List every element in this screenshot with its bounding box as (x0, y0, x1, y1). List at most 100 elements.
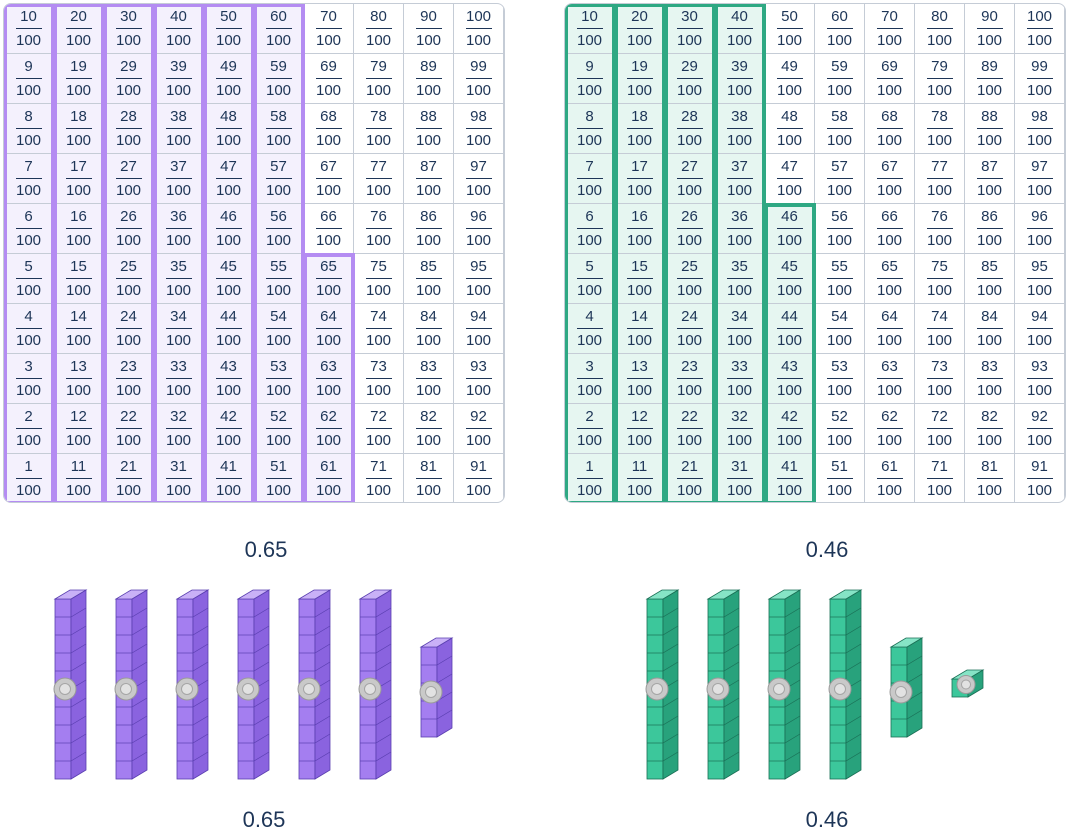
fraction-numerator: 94 (1031, 307, 1048, 325)
grid-cell: 68 100 (865, 104, 915, 154)
grid-cell: 19 100 (615, 54, 665, 104)
fraction-bar (365, 477, 392, 480)
fraction-denominator: 100 (215, 282, 242, 300)
fraction-bar (976, 127, 1003, 130)
fraction-bar (215, 427, 242, 430)
fraction-numerator: 85 (981, 257, 998, 275)
fraction-numerator: 84 (981, 307, 998, 325)
fraction-bar (576, 277, 603, 280)
grid-cell: 6 100 (4, 204, 54, 254)
fraction-denominator: 100 (465, 382, 492, 400)
grid-cell: 25 100 (104, 254, 154, 304)
grid-cell: 92 100 (454, 404, 504, 454)
fraction-numerator: 77 (370, 157, 387, 175)
fraction-denominator: 100 (415, 482, 442, 500)
fraction-bar (576, 327, 603, 330)
grid-cell: 39 100 (154, 54, 204, 104)
fraction-denominator: 100 (826, 132, 853, 150)
fraction-bar (926, 227, 953, 230)
grid-cell: 100 100 (1015, 4, 1065, 54)
grid-cell: 62 100 (865, 404, 915, 454)
fraction-numerator: 61 (320, 457, 337, 475)
fraction-bar (165, 77, 192, 80)
fraction-numerator: 11 (631, 457, 648, 475)
fraction-denominator: 100 (115, 482, 142, 500)
fraction-numerator: 23 (681, 357, 698, 375)
fraction-denominator: 100 (65, 332, 92, 350)
grid-cell: 39 100 (715, 54, 765, 104)
fraction-numerator: 55 (831, 257, 848, 275)
fraction-numerator: 2 (585, 407, 594, 425)
fraction-bar (926, 177, 953, 180)
grid-cell: 17 100 (615, 154, 665, 204)
fraction-numerator: 95 (470, 257, 487, 275)
blocks-decimal-label-right: 0.46 (805, 807, 849, 832)
fraction-denominator: 100 (165, 282, 192, 300)
fraction-bar (365, 377, 392, 380)
fraction-numerator: 93 (1031, 357, 1048, 375)
fraction-numerator: 67 (320, 157, 337, 175)
fraction-bar (776, 277, 803, 280)
fraction-bar (115, 177, 142, 180)
fraction-bar (926, 377, 953, 380)
fraction-bar (626, 377, 653, 380)
fraction-bar (365, 27, 392, 30)
fraction-denominator: 100 (676, 332, 703, 350)
fraction-denominator: 100 (726, 182, 753, 200)
grid-cell: 27 100 (665, 154, 715, 204)
fraction-denominator: 100 (876, 82, 903, 100)
blocks-decimal-label-left: 0.65 (242, 807, 286, 832)
fraction-numerator: 66 (320, 207, 337, 225)
grid-cell: 58 100 (815, 104, 865, 154)
fraction-bar (65, 377, 92, 380)
fraction-bar (926, 77, 953, 80)
grid-cell: 98 100 (1015, 104, 1065, 154)
fraction-numerator: 45 (220, 257, 237, 275)
tenths-rod (236, 589, 271, 780)
tenths-rod (645, 589, 680, 780)
grid-cell: 40 100 (715, 4, 765, 54)
fraction-bar (776, 27, 803, 30)
fraction-numerator: 49 (220, 57, 237, 75)
fraction-bar (726, 477, 753, 480)
fraction-bar (15, 177, 42, 180)
fraction-bar (876, 327, 903, 330)
fraction-bar (265, 327, 292, 330)
fraction-denominator: 100 (776, 132, 803, 150)
grid-cell: 90 100 (404, 4, 454, 54)
fraction-bar (926, 477, 953, 480)
grid-cell: 4 100 (565, 304, 615, 354)
fraction-bar (365, 127, 392, 130)
fraction-bar (826, 127, 853, 130)
grid-cell: 75 100 (915, 254, 965, 304)
fraction-bar (215, 27, 242, 30)
fraction-bar (65, 277, 92, 280)
fraction-denominator: 100 (576, 132, 603, 150)
fraction-numerator: 74 (931, 307, 948, 325)
fraction-denominator: 100 (115, 132, 142, 150)
fraction-bar (15, 277, 42, 280)
grid-cell: 82 100 (404, 404, 454, 454)
fraction-bar (1026, 27, 1053, 30)
grid-cell: 61 100 (865, 454, 915, 502)
fraction-numerator: 9 (24, 57, 33, 75)
fraction-bar (976, 27, 1003, 30)
fraction-bar (676, 177, 703, 180)
fraction-denominator: 100 (876, 182, 903, 200)
grid-cell: 53 100 (815, 354, 865, 404)
fraction-bar (876, 377, 903, 380)
fraction-denominator: 100 (365, 382, 392, 400)
fraction-denominator: 100 (776, 332, 803, 350)
fraction-denominator: 100 (926, 232, 953, 250)
fraction-bar (15, 27, 42, 30)
fraction-numerator: 91 (470, 457, 487, 475)
fraction-bar (626, 327, 653, 330)
fraction-denominator: 100 (65, 82, 92, 100)
grid-cell: 31 100 (154, 454, 204, 502)
fraction-numerator: 61 (881, 457, 898, 475)
fraction-denominator: 100 (265, 82, 292, 100)
fraction-numerator: 31 (170, 457, 187, 475)
fraction-bar (415, 127, 442, 130)
fraction-numerator: 32 (731, 407, 748, 425)
grid-cell: 44 100 (204, 304, 254, 354)
